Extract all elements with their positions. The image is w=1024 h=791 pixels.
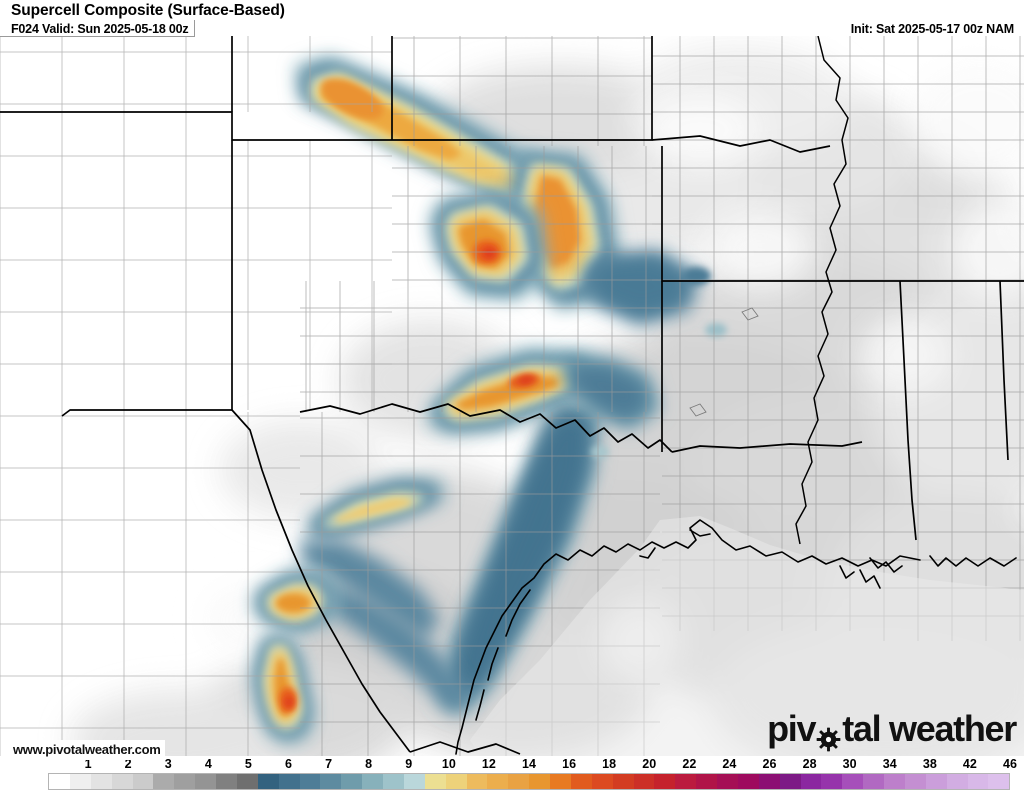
colorbar-cell [654,774,676,789]
colorbar-cell [236,774,258,789]
colorbar-cell [153,774,175,789]
colorbar-cell [758,774,780,789]
colorbar-cell [111,774,133,789]
colorbar-tick-label: 16 [562,757,577,771]
website-url-box[interactable]: www.pivotalweather.com [11,740,165,760]
colorbar-gradient-strip [48,773,1010,790]
map-graphic [0,35,1024,756]
inland-water [689,307,759,417]
colorbar-cell [403,774,425,789]
colorbar-tick-label: 20 [642,757,657,771]
valid-time-box: F024 Valid: Sun 2025-05-18 00z [0,20,196,37]
colorbar-cell [341,774,363,789]
colorbar-cell [821,774,843,789]
colorbar-cell [842,774,864,789]
colorbar-tick-label: 46 [1003,757,1017,771]
colorbar-tick-label: 14 [522,757,536,771]
colorbar-tick-label: 9 [405,757,413,771]
colorbar-cell [320,774,342,789]
colorbar-cell [946,774,968,789]
colorbar-cell [174,774,196,789]
gear-icon [816,720,841,751]
colorbar-tick-label: 34 [882,757,897,771]
colorbar-cell [299,774,321,789]
colorbar-tick-labels: 1 2 3 4 5 6 7 8 9 10 12 14 16 18 20 22 24 26 28 30 34 38 42 46 [0,756,1024,773]
website-url-label: www.pivotalweather.com [13,742,161,757]
colorbar-cell [90,774,112,789]
colorbar[interactable]: 1 2 3 4 5 6 7 8 9 10 12 14 16 18 20 22 24 26 28 30 34 38 42 46 [0,756,1024,791]
valid-time-label: F024 Valid: Sun 2025-05-18 00z [11,22,189,36]
colorbar-cell [633,774,655,789]
colorbar-cell [529,774,550,789]
colorbar-cell [424,774,446,789]
colorbar-tick-label: 22 [682,757,697,771]
colorbar-cell [278,774,300,789]
logo-text-part1: piv [767,708,816,749]
colorbar-cell [696,774,717,789]
colorbar-cell [508,774,530,789]
colorbar-tick-label: 7 [325,757,333,771]
colorbar-tick-label: 2 [124,757,132,771]
colorbar-tick-label: 30 [842,757,857,771]
colorbar-tick-label: 1 [84,757,92,771]
colorbar-tick-label: 38 [922,757,937,771]
colorbar-tick-label: 18 [602,757,617,771]
county-borders [0,36,1024,756]
colorbar-tick-label: 5 [244,757,252,771]
colorbar-cell [466,774,488,789]
colorbar-cell [925,774,947,789]
colorbar-cell [779,774,801,789]
colorbar-cell [69,774,91,789]
init-time-label: Init: Sat 2025-05-17 00z NAM [850,22,1014,36]
gulf-water-shading [470,516,1024,756]
init-time-box: Init: Sat 2025-05-17 00z NAM [846,20,1018,36]
colorbar-cell [967,774,989,789]
colorbar-cell [591,774,613,789]
page-title: Supercell Composite (Surface-Based) [11,2,285,19]
colorbar-tick-label: 42 [962,757,977,771]
colorbar-tick-label: 8 [365,757,373,771]
colorbar-cell [362,774,383,789]
colorbar-cell [257,774,279,789]
colorbar-cell [550,774,571,789]
colorbar-cell [487,774,509,789]
colorbar-tick-label: 28 [802,757,817,771]
colorbar-cell [195,774,216,789]
colorbar-cell [737,774,759,789]
logo-text-part2: tal weather [842,708,1017,749]
colorbar-cell [800,774,822,789]
colorbar-tick-label: 12 [481,757,496,771]
colorbar-tick-label: 6 [285,757,292,771]
colorbar-cell [675,774,697,789]
state-borders [0,35,1024,755]
colorbar-tick-label: 24 [722,757,737,771]
colorbar-cell [988,774,1010,789]
colorbar-tick-label: 4 [204,757,212,771]
colorbar-cell [884,774,905,789]
colorbar-cell [717,774,738,789]
colorbar-cell [49,774,70,789]
colorbar-cell [445,774,467,789]
colorbar-cell [612,774,634,789]
colorbar-tick-label: 10 [441,757,456,771]
coastline [455,519,1017,755]
colorbar-cell [216,774,237,789]
colorbar-cell [383,774,404,789]
pivotal-weather-logo: piv ta [767,708,1017,751]
colorbar-tick-label: 3 [164,757,172,771]
colorbar-cell [570,774,592,789]
colorbar-cell [132,774,154,789]
colorbar-tick-label: 26 [762,757,777,771]
weather-map-canvas[interactable] [0,0,1024,756]
colorbar-cell [863,774,884,789]
colorbar-cell [904,774,926,789]
